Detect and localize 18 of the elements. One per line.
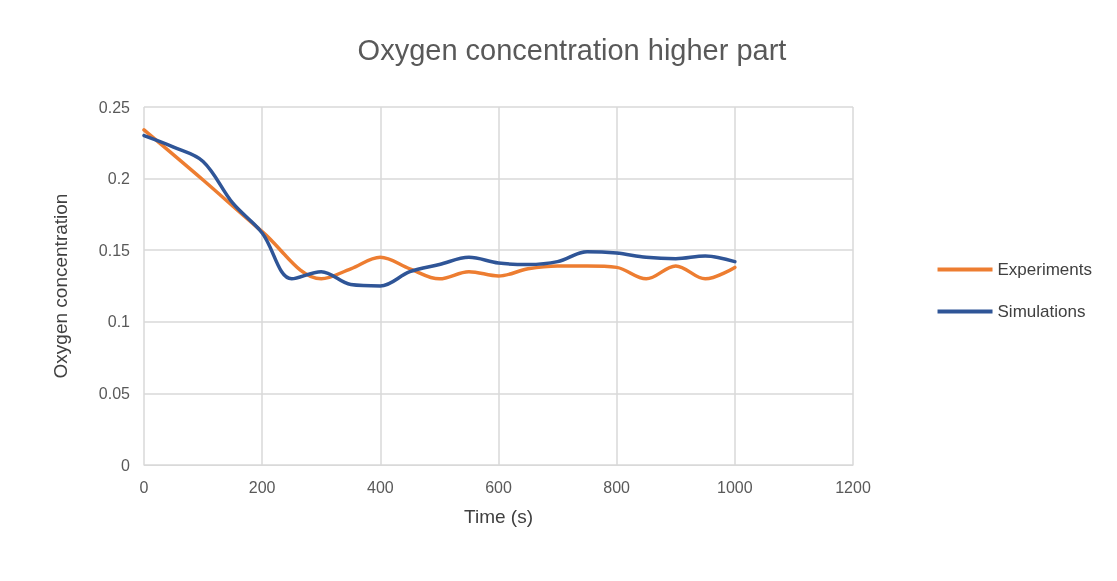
legend-label: Simulations xyxy=(997,302,1086,321)
chart-title: Oxygen concentration higher part xyxy=(357,33,787,66)
y-tick-label: 0.05 xyxy=(98,384,131,402)
y-tick-label: 0 xyxy=(121,456,131,474)
x-tick-label: 200 xyxy=(248,478,276,496)
x-tick-label: 800 xyxy=(603,478,631,496)
y-tick-label: 0.25 xyxy=(98,98,131,116)
y-tick-label: 0.15 xyxy=(98,241,131,259)
x-tick-label: 1000 xyxy=(717,478,753,496)
x-tick-label: 1200 xyxy=(835,478,871,496)
y-tick-label: 0.1 xyxy=(107,313,131,331)
x-tick-label: 400 xyxy=(366,478,394,496)
legend-label: Experiments xyxy=(997,260,1092,279)
x-tick-label: 0 xyxy=(139,478,149,496)
x-axis-title: Time (s) xyxy=(464,506,533,527)
y-axis-title: Oxygen concentration xyxy=(50,193,71,379)
y-tick-label: 0.2 xyxy=(107,170,131,188)
x-tick-label: 600 xyxy=(485,478,512,496)
